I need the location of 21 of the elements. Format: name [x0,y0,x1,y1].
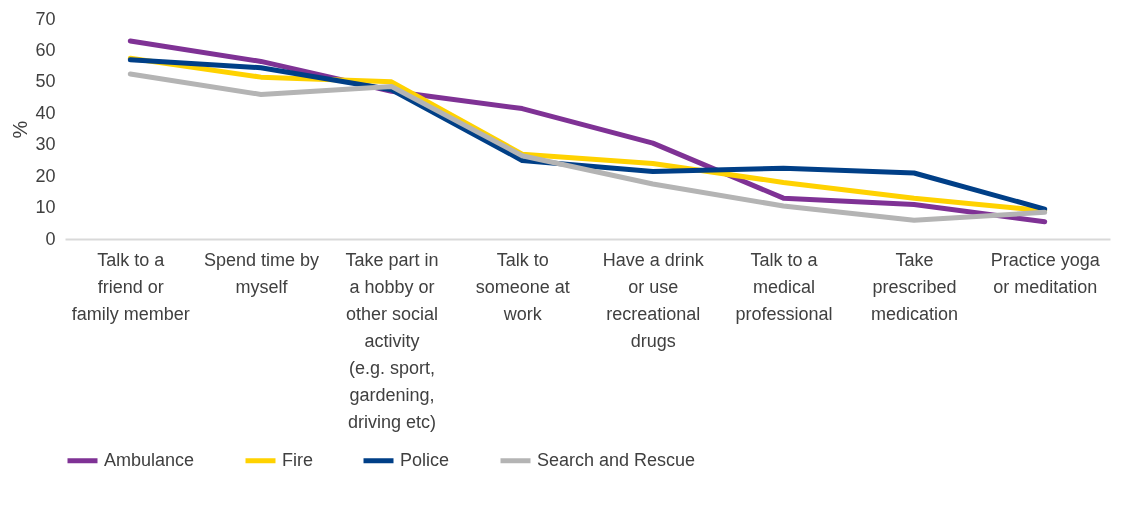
legend-label: Fire [282,449,313,470]
y-tick-label: 20 [35,165,56,186]
x-tick-label: Spend time by myself [203,249,319,297]
y-tick-label: 50 [35,71,56,92]
x-tick-label: Talk to a friend or family member [71,249,190,324]
x-tick-label: Practice yoga or meditation [990,249,1101,297]
x-tick-label: Have a drink or use recreational drugs [602,249,705,351]
x-tick-label: Take prescribed medication [871,249,959,324]
y-tick-label: 60 [35,39,56,60]
y-tick-label: 70 [35,8,56,29]
y-axis-title: % [9,120,32,139]
y-tick-label: 40 [35,102,56,123]
y-tick-label: 0 [45,228,56,249]
x-tick-label: Talk to someone at work [475,249,570,324]
y-tick-label: 10 [35,197,56,218]
x-tick-label: Talk to a medical professional [735,249,833,324]
y-tick-label: 30 [35,134,56,155]
legend-label: Search and Rescue [537,449,696,470]
legend-label: Police [400,449,450,470]
x-tick-label: Take part in a hobby or other social activity (e.g. sport, gardening, driving etc) [345,249,439,432]
legend-label: Ambulance [104,449,195,470]
